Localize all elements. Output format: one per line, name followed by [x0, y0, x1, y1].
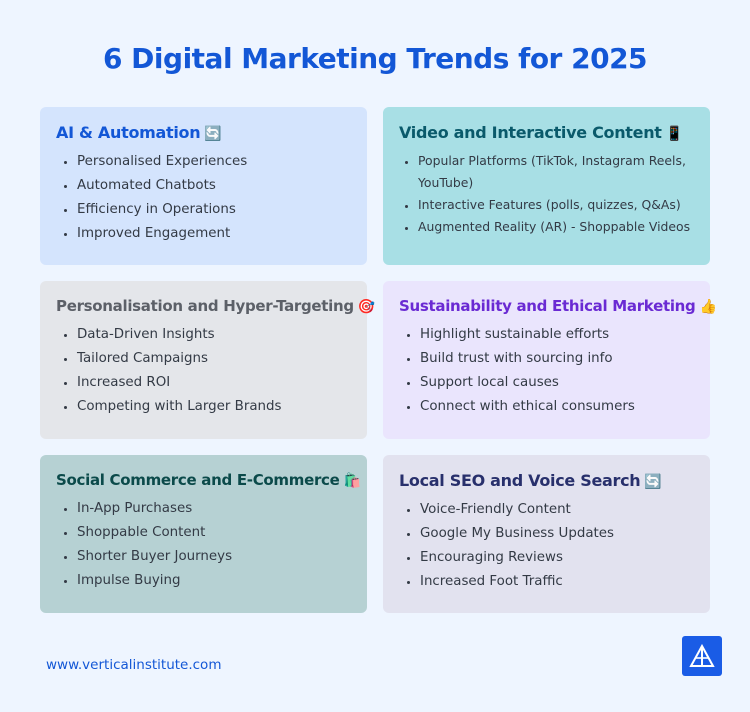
card-heading: Local SEO and Voice Search 🔄 [399, 471, 694, 490]
trend-card-local-seo: Local SEO and Voice Search🔄 Voice-Friend… [383, 455, 710, 613]
shopping-bags-icon: 🛍️ [343, 473, 361, 489]
card-list: Highlight sustainable efforts Build trus… [399, 323, 694, 419]
card-heading-text: Local SEO and Voice Search [399, 471, 641, 490]
list-item: Improved Engagement [77, 222, 351, 246]
list-item: Shorter Buyer Journeys [77, 545, 351, 569]
brand-logo [682, 636, 722, 676]
refresh-icon: 🔄 [644, 474, 662, 490]
list-item: Personalised Experiences [77, 150, 351, 174]
list-item: Augmented Reality (AR) - Shoppable Video… [418, 216, 694, 238]
phone-icon: 📱 [665, 126, 683, 142]
card-heading-text: Social Commerce and E-Commerce [56, 471, 340, 489]
card-heading-text: Personalisation and Hyper-Targeting [56, 297, 354, 315]
card-heading: Video and Interactive Content 📱 [399, 123, 694, 142]
list-item: Automated Chatbots [77, 174, 351, 198]
list-item: Shoppable Content [77, 521, 351, 545]
list-item: Voice-Friendly Content [420, 498, 694, 522]
card-heading: AI & Automation 🔄 [56, 123, 351, 142]
target-icon: 🎯 [357, 299, 375, 315]
list-item: Competing with Larger Brands [77, 395, 351, 419]
list-item: Data-Driven Insights [77, 323, 351, 347]
list-item: Encouraging Reviews [420, 546, 694, 570]
triangle-logo-icon [689, 644, 715, 667]
thumbs-up-icon: 👍 [699, 299, 717, 315]
card-list: Voice-Friendly Content Google My Busines… [399, 498, 694, 594]
list-item: Increased ROI [77, 371, 351, 395]
list-item: In-App Purchases [77, 497, 351, 521]
card-heading-text: Sustainability and Ethical Marketing [399, 297, 696, 315]
list-item: Google My Business Updates [420, 522, 694, 546]
card-list: Popular Platforms (TikTok, Instagram Ree… [399, 150, 694, 238]
card-heading: Social Commerce and E-Commerce 🛍️ [56, 471, 361, 489]
trend-card-sustainability: Sustainability and Ethical Marketing👍 Hi… [383, 281, 717, 439]
list-item: Interactive Features (polls, quizzes, Q&… [418, 194, 694, 216]
trend-card-video-interactive: Video and Interactive Content📱 Popular P… [383, 107, 710, 265]
trend-card-social-commerce: Social Commerce and E-Commerce🛍️ In-App … [40, 455, 367, 613]
card-heading-text: Video and Interactive Content [399, 123, 662, 142]
page-title: 6 Digital Marketing Trends for 2025 [102, 42, 648, 75]
list-item: Connect with ethical consumers [420, 395, 694, 419]
list-item: Popular Platforms (TikTok, Instagram Ree… [418, 150, 694, 194]
card-heading: Personalisation and Hyper-Targeting 🎯 [56, 297, 375, 315]
list-item: Efficiency in Operations [77, 198, 351, 222]
list-item: Build trust with sourcing info [420, 347, 694, 371]
list-item: Support local causes [420, 371, 694, 395]
card-list: Data-Driven Insights Tailored Campaigns … [56, 323, 351, 419]
card-list: In-App Purchases Shoppable Content Short… [56, 497, 351, 593]
card-heading: Sustainability and Ethical Marketing 👍 [399, 297, 717, 315]
card-list: Personalised Experiences Automated Chatb… [56, 150, 351, 246]
list-item: Highlight sustainable efforts [420, 323, 694, 347]
website-link[interactable]: www.verticalinstitute.com [46, 657, 222, 673]
card-heading-text: AI & Automation [56, 123, 201, 142]
list-item: Increased Foot Traffic [420, 570, 694, 594]
refresh-icon: 🔄 [204, 126, 222, 142]
list-item: Tailored Campaigns [77, 347, 351, 371]
list-item: Impulse Buying [77, 569, 351, 593]
trend-card-ai-automation: AI & Automation🔄 Personalised Experience… [40, 107, 367, 265]
trend-card-personalisation: Personalisation and Hyper-Targeting🎯 Dat… [40, 281, 375, 439]
